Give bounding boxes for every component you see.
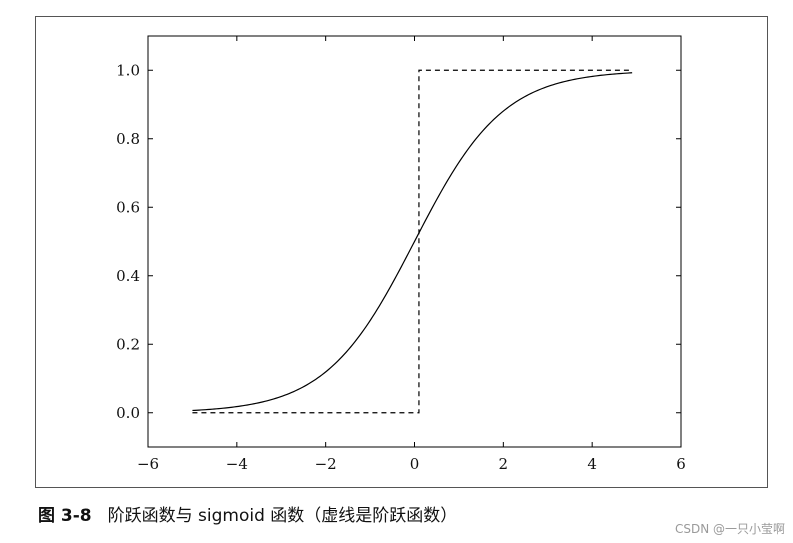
figure-frame: −6 −4 −2 0 2 4 6 0.0 0.2 0.4 0.6 0.8 1.0 bbox=[35, 16, 768, 488]
x-tick-label: 6 bbox=[676, 455, 686, 473]
y-tick-label: 1.0 bbox=[116, 61, 140, 79]
chart: −6 −4 −2 0 2 4 6 0.0 0.2 0.4 0.6 0.8 1.0 bbox=[116, 35, 686, 473]
step-function-curve bbox=[192, 69, 633, 414]
x-tick-label: 4 bbox=[587, 455, 597, 473]
x-tick-label: −6 bbox=[137, 455, 159, 473]
x-tick-label: 0 bbox=[410, 455, 420, 473]
caption-text: 阶跃函数与 sigmoid 函数（虚线是阶跃函数） bbox=[107, 506, 458, 526]
sigmoid-curve bbox=[192, 72, 633, 412]
x-tick-label: 2 bbox=[499, 455, 509, 473]
watermark: CSDN @一只小莹啊 bbox=[674, 522, 785, 536]
figure-caption: 图 3-8 阶跃函数与 sigmoid 函数（虚线是阶跃函数） bbox=[38, 501, 457, 526]
x-tick-label: −2 bbox=[315, 455, 337, 473]
x-tick-label: −4 bbox=[226, 455, 248, 473]
caption-figure-number: 图 3-8 bbox=[38, 506, 92, 526]
y-tick-label: 0.8 bbox=[116, 130, 140, 148]
y-tick-label: 0.4 bbox=[116, 267, 140, 285]
y-tick-label: 0.6 bbox=[116, 198, 140, 216]
y-tick-label: 0.0 bbox=[116, 404, 140, 422]
y-tick-label: 0.2 bbox=[116, 335, 140, 353]
